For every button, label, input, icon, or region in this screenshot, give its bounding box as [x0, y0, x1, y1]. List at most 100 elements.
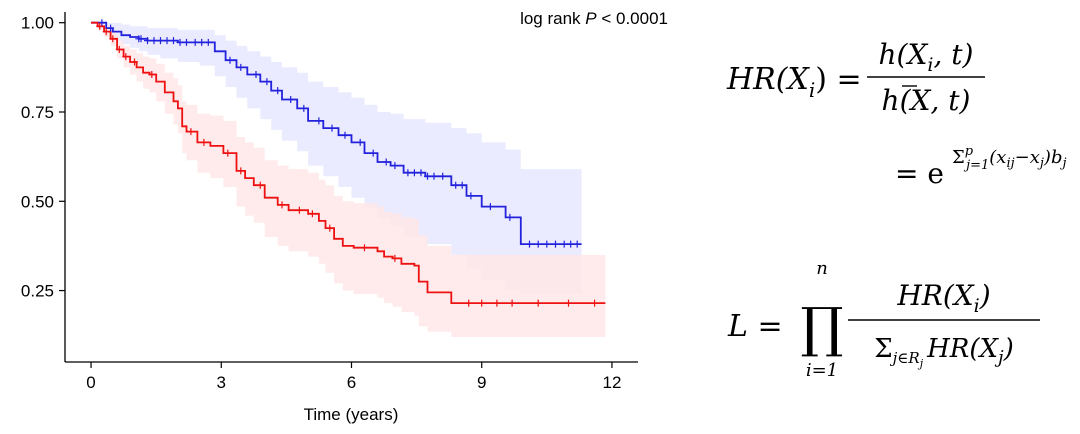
- y-tick-label: 0.75: [21, 103, 54, 122]
- censor-mark: [295, 206, 303, 214]
- censor-mark: [356, 138, 364, 146]
- censor-mark: [278, 201, 286, 209]
- censor-mark: [328, 124, 336, 132]
- censor-mark: [144, 37, 151, 45]
- log-rank-prefix: log rank: [520, 9, 585, 28]
- censor-mark: [591, 299, 599, 307]
- censor-mark: [458, 181, 466, 189]
- y-tick-label: 0.50: [21, 192, 54, 211]
- censor-mark: [410, 169, 418, 177]
- x-axis-label: Time (years): [304, 405, 399, 424]
- censor-mark: [237, 167, 245, 175]
- censor-mark: [115, 46, 123, 53]
- y-ticks: 0.25 0.50 0.75 1.00: [21, 14, 65, 301]
- censor-mark: [224, 149, 232, 157]
- censor-mark: [552, 240, 559, 248]
- censor-mark: [315, 117, 323, 125]
- log-rank-p: P: [585, 9, 597, 28]
- censor-mark: [567, 240, 575, 248]
- censor-mark: [191, 38, 199, 46]
- censor-mark: [150, 37, 158, 45]
- likelihood-denominator: Σj∈Rj HR(Xj): [874, 334, 1014, 370]
- censor-mark: [493, 299, 501, 307]
- x-tick-label: 0: [86, 373, 95, 392]
- censor-mark: [361, 244, 368, 252]
- censor-mark: [478, 299, 486, 307]
- censor-mark: [560, 240, 568, 248]
- censor-mark: [417, 169, 425, 177]
- censor-mark: [391, 254, 399, 262]
- censor-mark: [341, 131, 349, 139]
- censor-mark: [308, 210, 316, 218]
- censor-mark: [404, 169, 412, 177]
- censor-mark: [573, 240, 581, 248]
- censor-mark: [200, 138, 208, 146]
- hr-denominator: h(X, t): [882, 84, 971, 117]
- censor-mark: [382, 158, 390, 166]
- hr-equation: HR(Xi) = h(Xi, t) h(X, t) = e Σp j=1(xij−…: [726, 38, 1067, 190]
- censor-mark: [391, 162, 399, 170]
- x-tick-label: 9: [477, 373, 486, 392]
- censor-mark: [102, 28, 110, 36]
- hr-exponent: Σp j=1(xij−xj)bj: [952, 144, 1067, 173]
- censor-mark: [170, 37, 177, 45]
- likelihood-lhs: L =: [727, 309, 783, 344]
- censor-mark: [534, 240, 542, 248]
- x-tick-label: 6: [347, 373, 356, 392]
- product-lower-limit: i=1: [806, 360, 838, 381]
- hr-numerator: h(Xi, t): [879, 38, 974, 76]
- censor-mark: [452, 181, 460, 189]
- censor-mark: [287, 96, 295, 103]
- censor-mark: [131, 58, 138, 66]
- censor-mark: [274, 87, 282, 95]
- product-symbol: ∏: [801, 296, 844, 359]
- censor-mark: [163, 37, 171, 45]
- censor-mark: [107, 24, 115, 32]
- censor-mark: [256, 181, 264, 189]
- censor-mark: [439, 172, 447, 180]
- likelihood-numerator: HR(Xi): [896, 279, 990, 317]
- censor-mark: [565, 299, 572, 307]
- censor-mark: [226, 56, 234, 64]
- likelihood-equation: L = ∏ n i=1 HR(Xi) Σj∈Rj HR(Xj): [727, 258, 1040, 381]
- censor-mark: [424, 172, 431, 180]
- censor-mark: [187, 128, 195, 136]
- censor-mark: [508, 299, 516, 307]
- censor-mark: [506, 213, 514, 221]
- hr-exponential: = e: [895, 157, 944, 190]
- censor-mark: [183, 38, 190, 46]
- censor-mark: [137, 35, 145, 43]
- censor-mark: [263, 78, 271, 86]
- survival-chart: 0.25 0.50 0.75 1.00 0 3 6 9 12 Time (years) log…: [21, 9, 668, 424]
- censor-mark: [96, 22, 104, 30]
- censor-marks: [96, 19, 599, 307]
- censor-mark: [176, 38, 184, 46]
- censor-mark: [369, 149, 377, 157]
- censor-mark: [109, 35, 117, 43]
- censor-mark: [122, 53, 130, 61]
- confidence-bands: [91, 22, 606, 337]
- x-ticks: 0 3 6 9 12: [86, 362, 621, 392]
- censor-mark: [543, 240, 551, 248]
- censor-mark: [198, 38, 206, 46]
- x-tick-label: 12: [602, 373, 621, 392]
- censor-mark: [326, 224, 334, 232]
- censor-mark: [300, 104, 308, 112]
- confidence-band-1: [91, 22, 582, 295]
- log-rank-annotation: log rank P < 0.0001: [520, 9, 668, 28]
- censor-mark: [252, 71, 260, 78]
- log-rank-suffix: < 0.0001: [597, 9, 668, 28]
- hr-lhs: HR(Xi) =: [726, 62, 862, 102]
- censor-mark: [467, 192, 475, 200]
- censor-mark: [534, 299, 542, 307]
- censor-mark: [148, 71, 156, 78]
- censor-mark: [430, 172, 438, 180]
- censor-mark: [237, 63, 245, 71]
- censor-mark: [465, 299, 473, 307]
- y-tick-label: 0.25: [21, 282, 54, 301]
- confidence-band-2: [91, 22, 606, 337]
- censor-mark: [486, 203, 494, 211]
- censor-mark: [157, 37, 164, 45]
- censor-mark: [526, 240, 533, 248]
